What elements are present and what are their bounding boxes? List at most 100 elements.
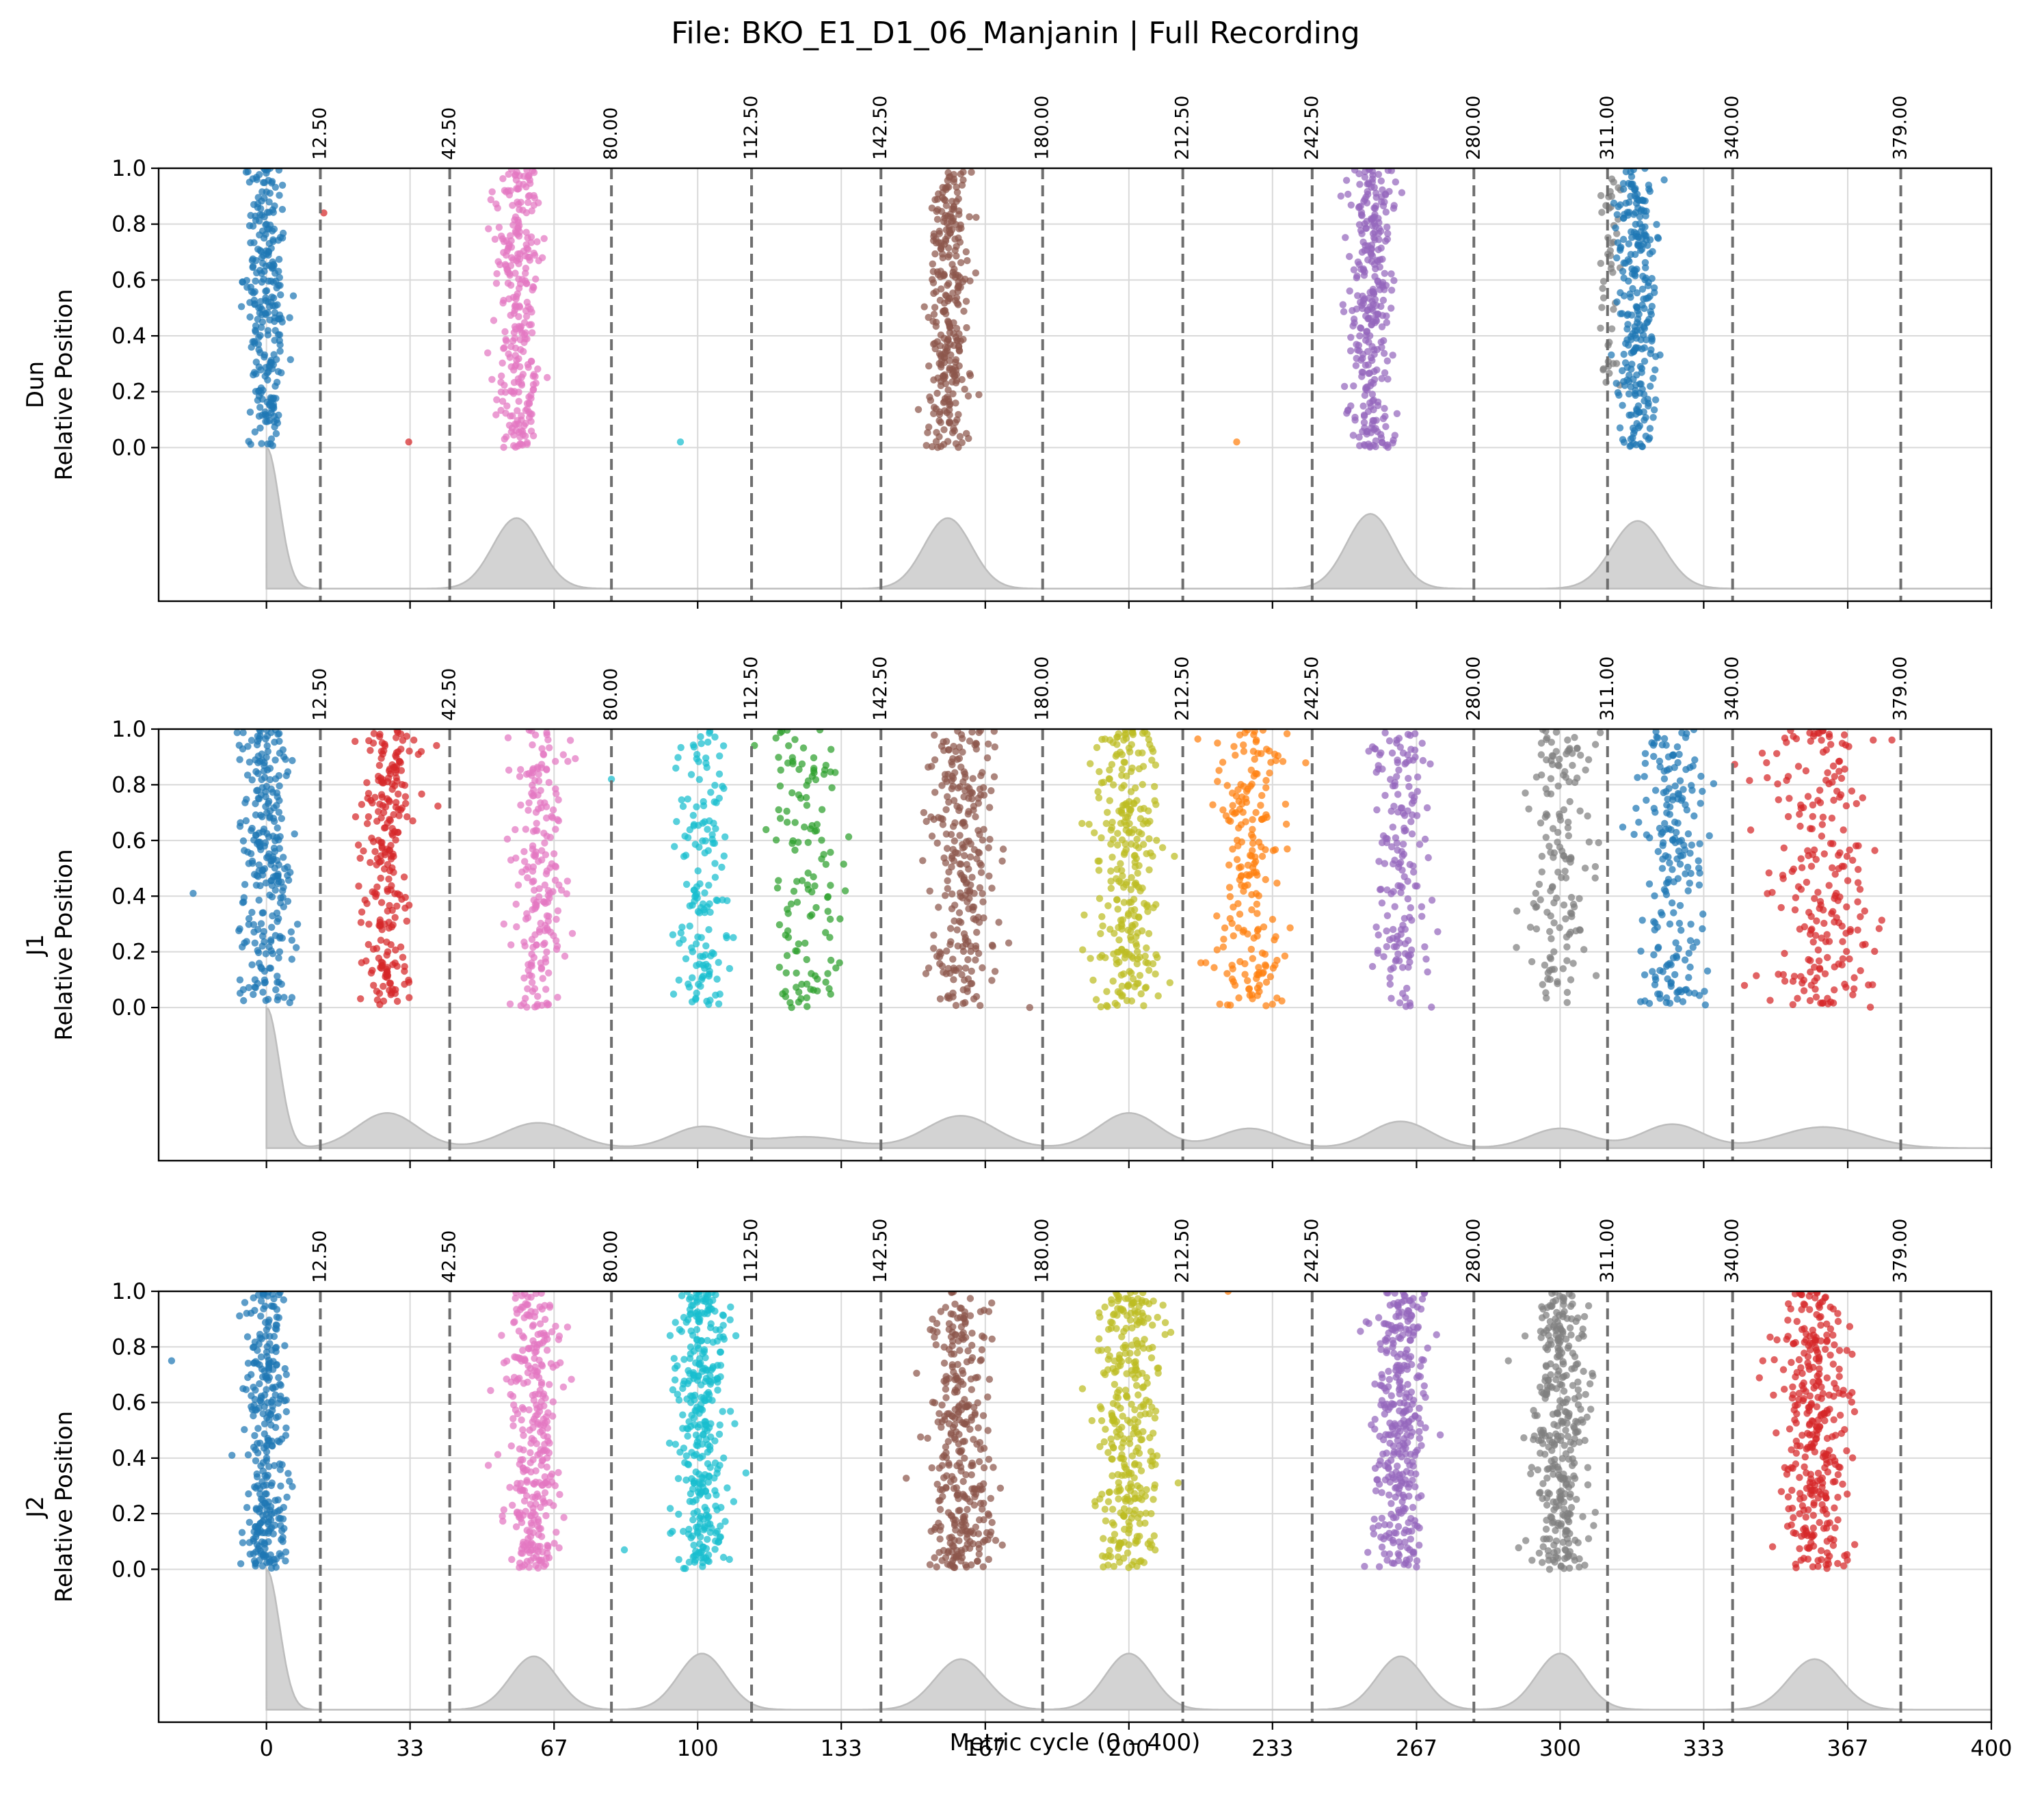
data-point	[273, 378, 281, 386]
data-point	[487, 1386, 494, 1395]
data-point	[709, 1297, 717, 1304]
data-point	[274, 979, 281, 986]
data-point	[1141, 984, 1150, 992]
data-point	[1407, 746, 1415, 753]
data-point	[370, 730, 378, 737]
data-point	[236, 925, 243, 933]
data-point	[1342, 234, 1349, 241]
data-point	[964, 898, 971, 906]
data-point	[250, 1537, 257, 1545]
data-point	[520, 1468, 527, 1475]
data-point	[1541, 813, 1549, 821]
data-point	[1282, 820, 1290, 828]
data-point	[1597, 259, 1604, 267]
data-point	[941, 371, 948, 379]
data-point	[261, 372, 269, 380]
data-point	[1382, 423, 1390, 430]
data-point	[1378, 899, 1386, 907]
data-point	[365, 921, 373, 928]
data-point	[397, 767, 406, 774]
data-point	[695, 1345, 702, 1352]
data-point	[964, 988, 971, 995]
data-point	[1613, 211, 1621, 218]
data-point	[1567, 854, 1575, 862]
data-point	[711, 782, 719, 789]
data-point	[257, 1353, 265, 1361]
boundary-label: 379.00	[1890, 657, 1911, 721]
data-point	[822, 978, 829, 986]
data-point	[1641, 259, 1649, 267]
data-point	[1347, 201, 1355, 209]
data-point	[1251, 755, 1258, 763]
data-point	[371, 793, 379, 802]
data-point	[259, 259, 267, 267]
data-point	[541, 1473, 548, 1481]
data-point	[1656, 994, 1664, 1002]
data-point	[1685, 949, 1692, 957]
data-point	[943, 778, 951, 785]
data-point	[515, 397, 522, 405]
data-point	[1811, 895, 1818, 902]
boundary-label: 80.00	[600, 107, 622, 160]
data-point	[1628, 411, 1635, 419]
data-point	[252, 277, 259, 285]
data-point	[948, 863, 955, 871]
data-point	[1838, 961, 1846, 969]
data-point	[263, 782, 271, 790]
data-point	[516, 363, 524, 371]
data-point	[1591, 874, 1599, 882]
data-point	[782, 932, 789, 939]
data-point	[1381, 237, 1390, 245]
data-point	[1350, 382, 1357, 390]
data-point	[1355, 341, 1363, 350]
data-point	[1428, 897, 1436, 904]
data-point	[1792, 894, 1800, 901]
data-point	[1399, 921, 1407, 929]
data-point	[554, 907, 562, 914]
data-point	[1638, 365, 1646, 372]
data-point	[1379, 186, 1386, 194]
data-point	[388, 882, 395, 890]
data-point	[1549, 825, 1557, 832]
data-point	[686, 1370, 693, 1377]
data-point	[1372, 768, 1380, 776]
data-point	[253, 1473, 261, 1481]
data-point	[1115, 730, 1123, 738]
data-point	[1662, 788, 1670, 795]
data-point	[1123, 997, 1131, 1005]
data-point	[1393, 410, 1401, 417]
data-point	[707, 789, 715, 796]
data-point	[699, 953, 707, 960]
data-point	[715, 770, 724, 778]
data-point	[690, 1542, 698, 1549]
data-point	[1366, 369, 1374, 377]
data-point	[488, 188, 496, 196]
data-point	[1350, 315, 1358, 323]
data-point	[361, 896, 369, 904]
data-point	[1236, 876, 1244, 884]
data-point	[700, 797, 707, 806]
data-point	[1574, 745, 1581, 752]
data-point	[239, 899, 247, 906]
data-point	[783, 952, 791, 960]
data-point	[1811, 932, 1820, 939]
data-point	[799, 744, 808, 752]
data-point	[376, 916, 384, 924]
data-point	[699, 1364, 706, 1373]
data-point	[1145, 866, 1153, 874]
data-point	[782, 969, 790, 977]
data-point	[244, 1373, 252, 1382]
data-point	[964, 938, 972, 945]
data-point	[269, 832, 277, 840]
data-point	[1673, 995, 1681, 1003]
data-point	[1576, 926, 1584, 934]
data-point	[254, 1425, 262, 1432]
data-point	[1225, 884, 1234, 891]
data-point	[684, 1460, 691, 1468]
data-point	[531, 1480, 538, 1488]
data-point	[522, 209, 530, 217]
data-point	[693, 1507, 701, 1516]
data-point	[247, 440, 254, 448]
data-point	[273, 1321, 280, 1329]
data-point	[1633, 371, 1641, 379]
